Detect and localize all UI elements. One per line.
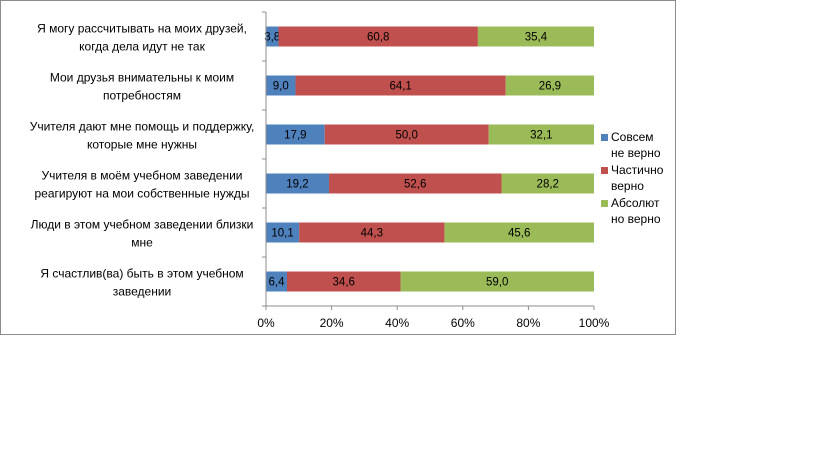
legend-swatch-2 xyxy=(601,200,608,207)
data-label-s1-c3: 52,6 xyxy=(404,179,426,191)
bar-segment-s0-c5 xyxy=(266,271,287,292)
legend-label-0-line-0: Совсем xyxy=(611,130,654,144)
bar-segment-s2-c4 xyxy=(444,222,594,243)
category-label-1-line-1: потребностям xyxy=(103,89,181,103)
bar-segment-s2-c3 xyxy=(501,173,594,194)
bar-segment-s0-c1 xyxy=(266,75,296,96)
data-label-s1-c1: 64,1 xyxy=(389,81,411,93)
bar-segment-s1-c2 xyxy=(324,124,489,145)
legend-label-2-line-1: но верно xyxy=(611,212,661,226)
bar-segment-s1-c4 xyxy=(299,222,445,243)
category-label-0-line-1: когда дела идут не так xyxy=(79,40,205,54)
legend-label-1-line-1: верно xyxy=(611,179,644,193)
category-label-1-line-0: Мои друзья внимательны к моим xyxy=(50,71,234,85)
bar-segment-s1-c5 xyxy=(286,271,401,292)
x-tick-label-3: 60% xyxy=(451,316,475,330)
category-label-0-line-0: Я могу рассчитывать на моих друзей, xyxy=(37,22,247,36)
bar-segment-s2-c5 xyxy=(400,271,594,292)
bar-segment-s2-c0 xyxy=(477,26,594,47)
category-label-5-line-0: Я счастлив(ва) быть в этом учебном xyxy=(40,267,243,281)
data-label-s0-c3: 19,2 xyxy=(286,179,308,191)
data-label-s1-c5: 34,6 xyxy=(333,277,355,289)
x-tick-label-1: 20% xyxy=(320,316,344,330)
legend-swatch-1 xyxy=(601,167,608,174)
data-label-s2-c5: 59,0 xyxy=(486,277,508,289)
data-label-s0-c1: 9,0 xyxy=(273,81,289,93)
x-tick-label-5: 100% xyxy=(579,316,610,330)
category-label-2-line-1: которые мне нужны xyxy=(87,138,197,152)
data-label-s2-c1: 26,9 xyxy=(539,81,561,93)
category-label-5-line-1: заведении xyxy=(113,285,172,299)
x-tick-label-4: 80% xyxy=(516,316,540,330)
data-label-s2-c2: 32,1 xyxy=(530,130,552,142)
legend-label-2-line-0: Абсолют xyxy=(611,196,660,210)
bar-segment-s0-c3 xyxy=(266,173,329,194)
category-label-4-line-0: Люди в этом учебном заведении близки xyxy=(31,218,254,232)
legend-label-0-line-1: не верно xyxy=(611,146,661,160)
data-label-s1-c0: 60,8 xyxy=(367,32,389,44)
data-label-s2-c4: 45,6 xyxy=(508,228,530,240)
data-label-s2-c3: 28,2 xyxy=(537,179,559,191)
bar-segment-s1-c1 xyxy=(295,75,506,96)
bar-segment-s0-c0 xyxy=(266,26,279,47)
bar-segment-s2-c1 xyxy=(505,75,594,96)
x-tick-label-0: 0% xyxy=(257,316,275,330)
data-label-s0-c5: 6,4 xyxy=(268,277,285,289)
x-tick-label-2: 40% xyxy=(385,316,409,330)
data-label-s2-c0: 35,4 xyxy=(525,32,548,44)
data-label-s1-c4: 44,3 xyxy=(361,228,383,240)
category-label-4-line-1: мне xyxy=(131,236,153,250)
bar-segment-s1-c0 xyxy=(278,26,478,47)
bar-segment-s0-c2 xyxy=(266,124,325,145)
data-label-s0-c2: 17,9 xyxy=(284,130,306,142)
category-label-2-line-0: Учителя дают мне помощь и поддержку, xyxy=(30,120,255,134)
data-label-s0-c0: 3,8 xyxy=(264,32,280,44)
bar-segment-s0-c4 xyxy=(266,222,300,243)
data-label-s1-c2: 50,0 xyxy=(396,130,418,142)
category-label-3-line-1: реагируют на мои собственные нужды xyxy=(34,187,249,201)
legend-label-1-line-0: Частично xyxy=(611,163,664,177)
category-label-3-line-0: Учителя в моём учебном заведении xyxy=(41,169,242,183)
bar-segment-s1-c3 xyxy=(328,173,502,194)
legend-swatch-0 xyxy=(601,134,608,141)
data-label-s0-c4: 10,1 xyxy=(271,228,293,240)
bar-segment-s2-c2 xyxy=(488,124,594,145)
